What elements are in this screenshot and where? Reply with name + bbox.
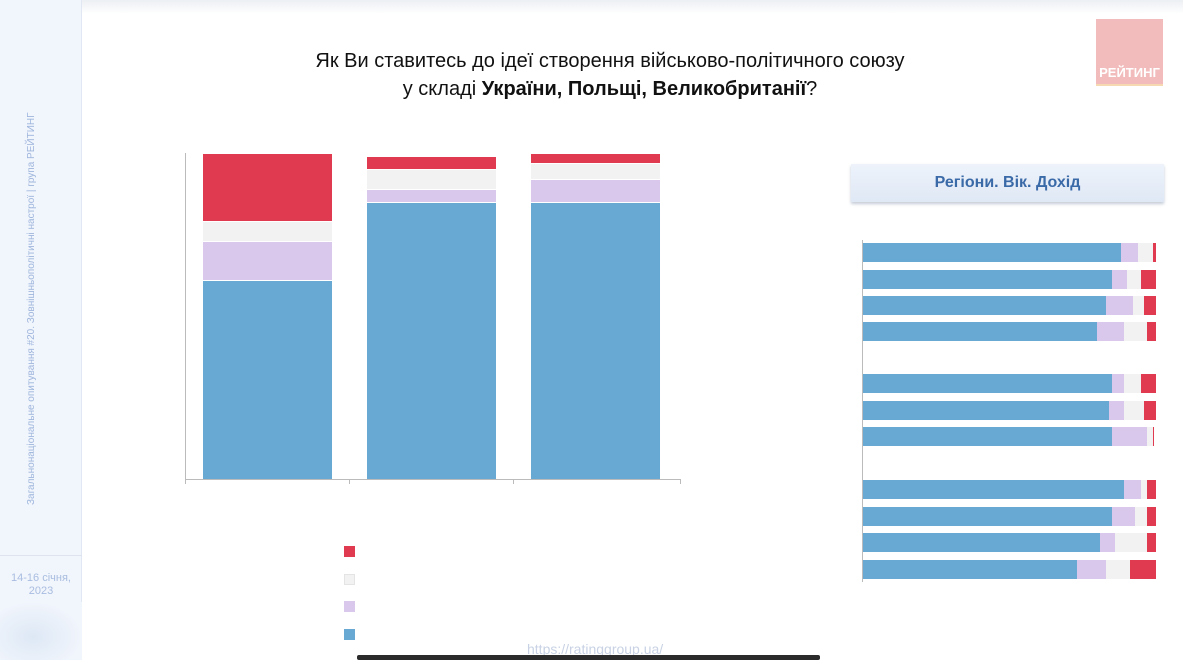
bar-segment-support (863, 559, 1077, 579)
video-scrub-bar[interactable] (357, 655, 820, 660)
bar-segment-indifferent (1097, 321, 1124, 341)
bar-segment-indifferent (1112, 426, 1148, 446)
bar-segment-hard (1141, 479, 1148, 499)
bar-segment-hard (1138, 242, 1154, 262)
bar-segment-indifferent (1112, 506, 1136, 526)
bar-segment-not_support (1147, 532, 1156, 552)
bar-segment-indifferent (1112, 373, 1124, 393)
footer-url[interactable]: https://ratinggroup.ua/ (527, 641, 664, 657)
bar-segment-indifferent (531, 179, 660, 202)
bar-segment-indifferent (1106, 295, 1133, 315)
bar-segment-hard (1126, 269, 1142, 289)
rating-logo: РЕЙТИНГ (1096, 19, 1163, 86)
bar-segment-not_support (1144, 295, 1156, 315)
bar-segment-not_support (1147, 479, 1156, 499)
legend-item-indifferent (344, 593, 363, 621)
bar-segment-not_support (203, 153, 332, 222)
bar-segment-indifferent (1112, 269, 1127, 289)
bar-segment-indifferent (1123, 479, 1142, 499)
bar-segment-support (863, 479, 1124, 499)
bar-segment-hard (1132, 295, 1145, 315)
title-prefix: у складі (402, 78, 482, 100)
x-tick (513, 479, 514, 484)
legend-item-not_support (344, 538, 363, 566)
x-tick (680, 479, 681, 484)
bar-segment-support (367, 201, 496, 479)
bar-segment-not_support (367, 156, 496, 170)
bar-segment-support (531, 201, 660, 479)
x-axis (185, 479, 681, 480)
bar-segment-not_support (1147, 321, 1156, 341)
bar-segment-indifferent (367, 188, 496, 202)
x-tick (185, 479, 186, 484)
bar-segment-hard (1147, 426, 1154, 446)
bar-segment-hard (367, 169, 496, 189)
legend-swatch (344, 601, 355, 613)
bar-segment-indifferent (1120, 242, 1139, 262)
bar-segment-support (863, 506, 1113, 526)
x-tick (349, 479, 350, 484)
bar-segment-support (863, 426, 1113, 446)
legend-item-hard (344, 566, 363, 594)
bar-segment-support (863, 295, 1107, 315)
bar-segment-not_support (1141, 269, 1156, 289)
bar-segment-hard (1123, 373, 1142, 393)
bar-segment-hard (1114, 532, 1148, 552)
title-suffix: ? (806, 78, 818, 100)
ukraine-map-icon (0, 602, 82, 660)
survey-date: 14-16 січня, 2023 (11, 572, 71, 597)
regions-header: Регіони. Вік. Дохід (851, 164, 1164, 202)
bar-segment-support (863, 321, 1098, 341)
bar-segment-not_support (1153, 242, 1156, 262)
bar-segment-indifferent (1076, 559, 1107, 579)
bar-segment-not_support (1147, 506, 1156, 526)
chart-title: Як Ви ставитесь до ідеї створення військ… (250, 47, 970, 103)
bar-segment-support (203, 280, 332, 479)
bar-segment-hard (1123, 321, 1148, 341)
legend-swatch (344, 628, 355, 640)
legend (344, 538, 363, 648)
bar-segment-indifferent (203, 241, 332, 281)
bar-segment-not_support (1153, 426, 1155, 446)
bar-segment-hard (1106, 559, 1130, 579)
title-line-1: Як Ви ставитесь до ідеї створення військ… (315, 50, 905, 72)
bar-segment-not_support (1129, 559, 1156, 579)
bar-segment-not_support (531, 153, 660, 163)
bar-segment-hard (1123, 400, 1145, 420)
y-axis (862, 240, 863, 582)
bar-segment-not_support (1144, 400, 1156, 420)
bar-segment-hard (203, 221, 332, 241)
bar-segment-indifferent (1100, 532, 1115, 552)
bar-segment-support (863, 400, 1110, 420)
logo-text: РЕЙТИНГ (1099, 65, 1160, 80)
bar-segment-support (863, 532, 1101, 552)
survey-caption: Загальнонаціональне опитування #20. Зовн… (26, 112, 37, 505)
legend-swatch (344, 546, 355, 558)
bar-segment-indifferent (1109, 400, 1124, 420)
bar-segment-support (863, 269, 1113, 289)
bar-segment-hard (531, 162, 660, 180)
title-bold: України, Польщі, Великобританії (481, 78, 807, 100)
bar-segment-support (863, 373, 1113, 393)
sidebar: Загальнонаціональне опитування #20. Зовн… (0, 0, 82, 660)
bar-segment-support (863, 242, 1121, 262)
top-strip (0, 0, 1183, 14)
bar-segment-not_support (1141, 373, 1156, 393)
legend-swatch (344, 573, 355, 585)
legend-item-support (344, 621, 363, 649)
divider (0, 555, 82, 556)
bar-segment-hard (1135, 506, 1148, 526)
y-axis (185, 153, 186, 480)
